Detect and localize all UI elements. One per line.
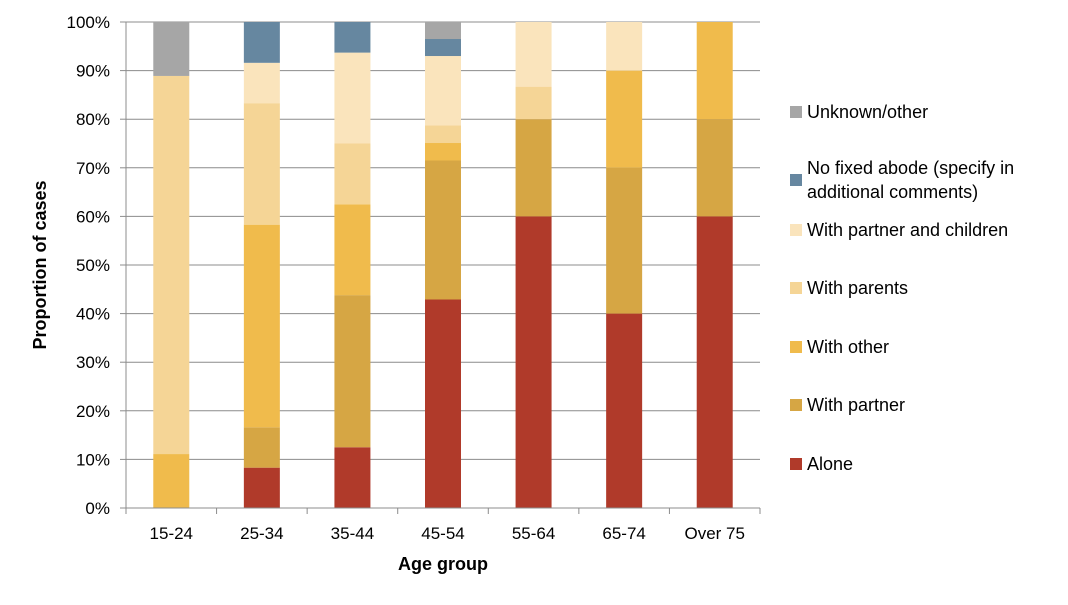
legend-swatch xyxy=(790,282,802,294)
legend-swatch xyxy=(790,458,802,470)
legend-swatch xyxy=(790,224,802,236)
y-tick-label: 90% xyxy=(76,62,110,81)
legend-label: Alone xyxy=(807,454,853,474)
y-tick-label: 10% xyxy=(76,450,110,469)
x-tick-label: Over 75 xyxy=(684,524,744,543)
y-tick-label: 70% xyxy=(76,159,110,178)
legend-swatch xyxy=(790,399,802,411)
bar-segment xyxy=(243,467,280,508)
bar-segment xyxy=(153,22,190,76)
bar-segment xyxy=(334,204,371,296)
bar-segment xyxy=(606,22,643,71)
axes: 0% 10% 20% 30% 40% 50% 60% 70% 80% 90% 100% 15-24 25… xyxy=(67,13,761,543)
legend: Unknown/other No fixed abode (specify in a… xyxy=(790,102,1014,474)
bar-segment xyxy=(696,216,733,508)
bar-segment xyxy=(425,299,461,508)
bar-segment xyxy=(515,119,552,217)
x-tick-label: 45-54 xyxy=(421,524,464,543)
bar-segment xyxy=(606,313,643,508)
y-tick-label: 80% xyxy=(76,110,110,129)
bar-segment xyxy=(425,125,461,144)
bar-segment xyxy=(243,224,280,428)
x-tick-label: 65-74 xyxy=(602,524,645,543)
bar-segment xyxy=(243,22,280,63)
y-tick-label: 0% xyxy=(85,499,110,518)
x-axis-title: Age group xyxy=(398,554,488,574)
y-tick-label: 100% xyxy=(67,13,110,32)
bar-segment xyxy=(334,447,371,508)
y-tick-label: 30% xyxy=(76,353,110,372)
x-tick-label: 55-64 xyxy=(512,524,555,543)
y-axis-title: Proportion of cases xyxy=(30,180,50,349)
legend-label: With other xyxy=(807,337,889,357)
bar-segment xyxy=(334,143,371,205)
bar-segment xyxy=(334,52,371,144)
bar-segment xyxy=(696,119,733,217)
bar-segment xyxy=(425,39,461,57)
bar-segment xyxy=(515,22,552,87)
legend-swatch xyxy=(790,106,802,118)
bar-segment xyxy=(334,295,371,448)
bar-segment xyxy=(606,167,643,314)
bar-segment xyxy=(153,454,190,508)
bar-segment xyxy=(243,62,280,104)
legend-swatch xyxy=(790,341,802,353)
x-tick-label: 15-24 xyxy=(150,524,193,543)
bar-segment xyxy=(425,143,461,161)
y-tick-label: 60% xyxy=(76,207,110,226)
legend-label: With partner and children xyxy=(807,220,1008,240)
x-tick-label: 25-34 xyxy=(240,524,283,543)
y-tick-label: 20% xyxy=(76,402,110,421)
bar-segment xyxy=(515,86,552,120)
x-tick-label: 35-44 xyxy=(331,524,374,543)
bar-segment xyxy=(515,216,552,508)
bar-segment xyxy=(243,103,280,225)
legend-label: With partner xyxy=(807,395,905,415)
bar-segment xyxy=(425,160,461,300)
legend-label: Unknown/other xyxy=(807,102,928,122)
legend-label: No fixed abode (specify in xyxy=(807,158,1014,178)
bar-segment xyxy=(153,75,190,455)
bar-segment xyxy=(606,70,643,168)
bar-segment xyxy=(696,22,733,120)
bar-segment xyxy=(243,427,280,468)
y-tick-label: 50% xyxy=(76,256,110,275)
legend-swatch xyxy=(790,174,802,186)
bar-segment xyxy=(334,22,371,53)
legend-label: With parents xyxy=(807,278,908,298)
legend-label: additional comments) xyxy=(807,182,978,202)
bar-segment xyxy=(425,22,461,40)
bars xyxy=(153,22,733,508)
y-tick-label: 40% xyxy=(76,305,110,324)
bar-segment xyxy=(425,56,461,126)
